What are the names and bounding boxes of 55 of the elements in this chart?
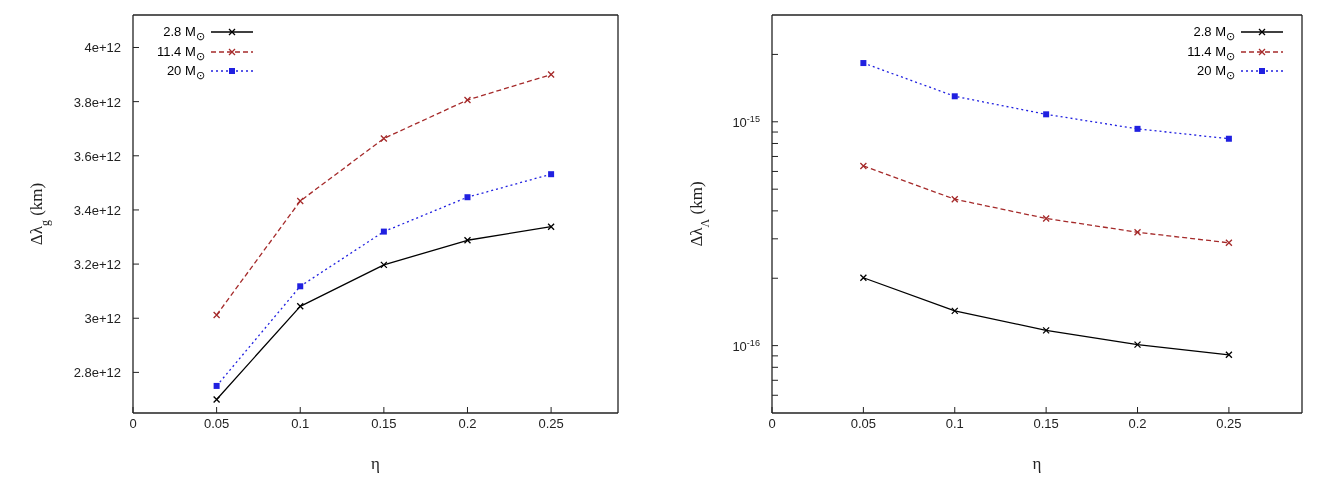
point (297, 283, 304, 290)
x-tick-label: 0.15 (1033, 416, 1059, 432)
point (1042, 326, 1050, 335)
point (380, 134, 388, 143)
x-tick-label: 0.2 (1128, 416, 1147, 432)
point (859, 274, 868, 282)
y-tick-label: 10$^{-16}$ (732, 337, 760, 354)
point (296, 197, 304, 205)
x-tick-label: 0.15 (371, 416, 397, 432)
y-tick-label: 3.4e+12 (73, 202, 121, 218)
point (1134, 125, 1141, 132)
point (1043, 111, 1050, 118)
legend-label: 2.8 M$_{⊙}$ (1192, 24, 1236, 44)
legend-label: 11.4 M$_{⊙}$ (1187, 43, 1236, 64)
x-tick-label: 0.2 (458, 416, 477, 432)
point (212, 395, 221, 404)
point (463, 96, 472, 104)
point (1042, 214, 1050, 223)
point (547, 70, 555, 79)
legend-label: 20 M$_{⊙}$ (1196, 63, 1236, 83)
y-tick-label: 3e+12 (84, 311, 121, 327)
legend-label: 11.4 M$_{⊙}$ (157, 43, 206, 64)
y-tick-label: 3.2e+12 (73, 257, 121, 273)
point (548, 171, 555, 178)
y-tick-label: 3.8e+12 (73, 94, 121, 110)
point (1225, 135, 1232, 142)
x-tick-label: 0.25 (1216, 416, 1242, 432)
x-tick-label: 0 (768, 416, 776, 432)
y-tick-label: 4e+12 (84, 40, 121, 56)
point (464, 194, 471, 201)
x-tick-label: 0 (129, 416, 137, 432)
point (1225, 239, 1233, 247)
x-axis-title: η (371, 454, 380, 473)
point (1225, 351, 1233, 359)
point (380, 228, 387, 235)
point (1133, 228, 1142, 236)
point (1133, 341, 1142, 349)
x-tick-label: 0.1 (291, 416, 310, 432)
y-tick-label: 2.8e+12 (73, 365, 121, 381)
x-axis-title: η (1032, 454, 1042, 473)
x-tick-label: 0.1 (945, 416, 964, 432)
legend-label: 2.8 M$_{⊙}$ (162, 24, 206, 44)
x-tick-label: 0.05 (203, 416, 230, 432)
point (463, 236, 472, 244)
x-tick-label: 0.25 (538, 416, 564, 432)
point (547, 223, 555, 231)
legend-label: 20 M$_{⊙}$ (165, 63, 206, 83)
point (212, 311, 221, 319)
x-tick-label: 0.05 (850, 416, 877, 432)
point (951, 93, 958, 100)
point (860, 60, 867, 67)
y-tick-label: 10$^{-15}$ (732, 113, 760, 130)
point (213, 382, 220, 389)
y-tick-label: 3.6e+12 (73, 148, 121, 164)
point (859, 162, 868, 170)
